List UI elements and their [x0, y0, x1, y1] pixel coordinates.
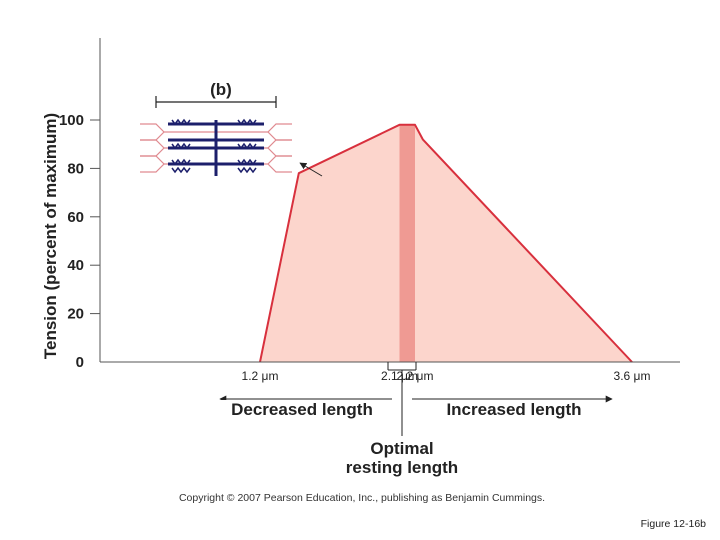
y-axis-label: Tension (percent of maximum) — [41, 113, 60, 359]
x-tick-label: 2.1 μm — [381, 369, 418, 383]
y-tick-label: 20 — [67, 306, 84, 323]
optimal-label-line1: Optimal — [370, 439, 433, 458]
panel-label: (b) — [210, 80, 232, 99]
optimal-label-line2: resting length — [346, 458, 458, 477]
optimal-band — [399, 124, 415, 362]
tension-area — [260, 124, 632, 362]
decreased-length-label: Decreased length — [231, 400, 373, 419]
y-tick-label: 0 — [76, 354, 84, 371]
increased-length-label: Increased length — [446, 400, 581, 419]
y-tick-label: 100 — [59, 112, 84, 129]
y-tick-label: 80 — [67, 160, 84, 177]
x-tick-label: 3.6 μm — [614, 369, 651, 383]
y-tick-label: 40 — [67, 257, 84, 274]
sarcomere-inset: (b) — [140, 79, 323, 177]
figure-id: Figure 12-16b — [641, 518, 707, 530]
length-annotations: Decreased length Increased length Optima… — [218, 362, 613, 477]
x-tick-label: 1.2 μm — [242, 369, 279, 383]
copyright-text: Copyright © 2007 Pearson Education, Inc.… — [179, 492, 545, 504]
inset-pointer-arrow — [299, 162, 323, 177]
y-tick-label: 60 — [67, 209, 84, 226]
tension-curve — [259, 123, 633, 363]
x-tick-label: 2.2 μm — [397, 369, 434, 383]
